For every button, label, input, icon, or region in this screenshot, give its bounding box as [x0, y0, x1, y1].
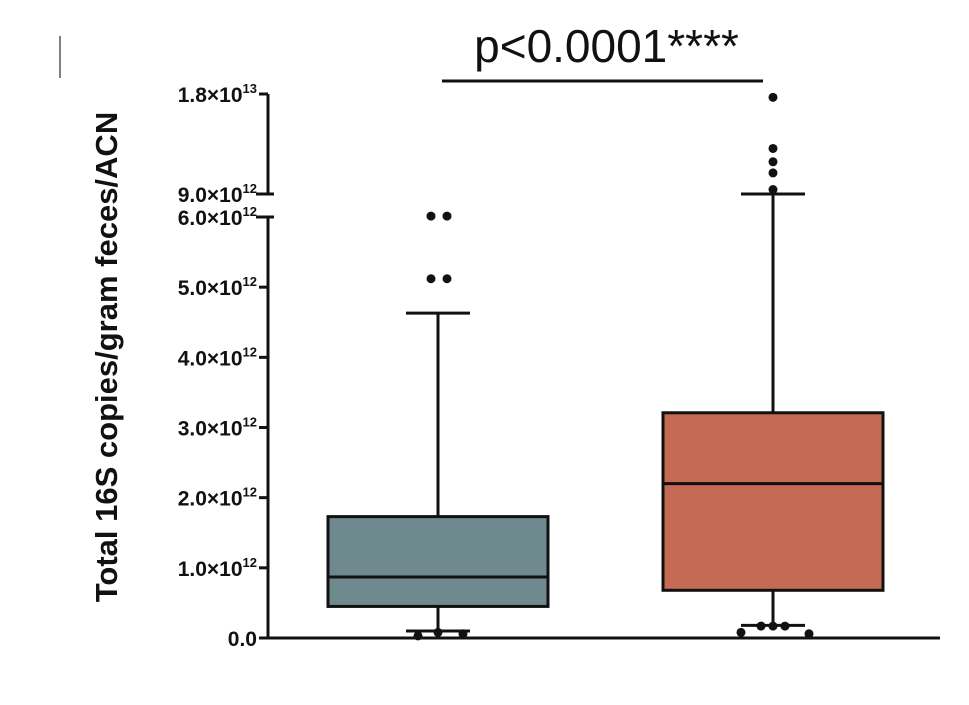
- outlier-point: [736, 627, 746, 637]
- outlier-point: [768, 92, 778, 102]
- y-tick-label: 2.0×1012: [178, 485, 257, 511]
- y-tick-label: 3.0×1012: [178, 415, 257, 441]
- tick-exponent: 12: [243, 344, 257, 359]
- iqr-box: [661, 411, 885, 592]
- boxes: [326, 192, 885, 633]
- outlier-point: [768, 168, 778, 178]
- y-axis-label: Total 16S copies/gram feces/ACN: [89, 112, 124, 602]
- outlier-points: [413, 92, 814, 641]
- outlier-point: [442, 211, 452, 221]
- y-tick-label: 6.0×1012: [178, 204, 257, 230]
- outlier-point: [426, 211, 436, 221]
- outlier-point: [768, 185, 778, 195]
- outlier-point: [442, 274, 452, 284]
- y-tick-label: 5.0×1012: [178, 274, 257, 300]
- y-tick-label: 1.8×1013: [178, 81, 257, 107]
- outlier-point: [433, 627, 443, 637]
- box-group-1: [326, 311, 550, 633]
- significance-annotation: p<0.0001****: [442, 20, 763, 83]
- tick-exponent: 13: [243, 81, 257, 96]
- outlier-point: [756, 621, 766, 631]
- outlier-point: [768, 143, 778, 153]
- box-group-2: [661, 192, 885, 627]
- outlier-point: [413, 631, 423, 641]
- iqr-box: [326, 515, 550, 608]
- tick-exponent: 12: [243, 181, 257, 196]
- significance-label: p<0.0001****: [474, 20, 739, 72]
- outlier-point: [458, 629, 468, 639]
- tick-exponent: 12: [243, 485, 257, 500]
- outlier-point: [426, 274, 436, 284]
- y-tick-label: 4.0×1012: [178, 344, 257, 370]
- tick-exponent: 12: [243, 415, 257, 430]
- tick-exponent: 12: [243, 555, 257, 570]
- outlier-point: [780, 621, 790, 631]
- outlier-point: [804, 629, 814, 639]
- tick-exponent: 12: [243, 274, 257, 289]
- y-tick-label: 0.0: [228, 628, 257, 651]
- y-tick-label: 1.0×1012: [178, 555, 257, 581]
- outlier-point: [768, 157, 778, 167]
- outlier-point: [768, 621, 778, 631]
- tick-exponent: 12: [243, 204, 257, 219]
